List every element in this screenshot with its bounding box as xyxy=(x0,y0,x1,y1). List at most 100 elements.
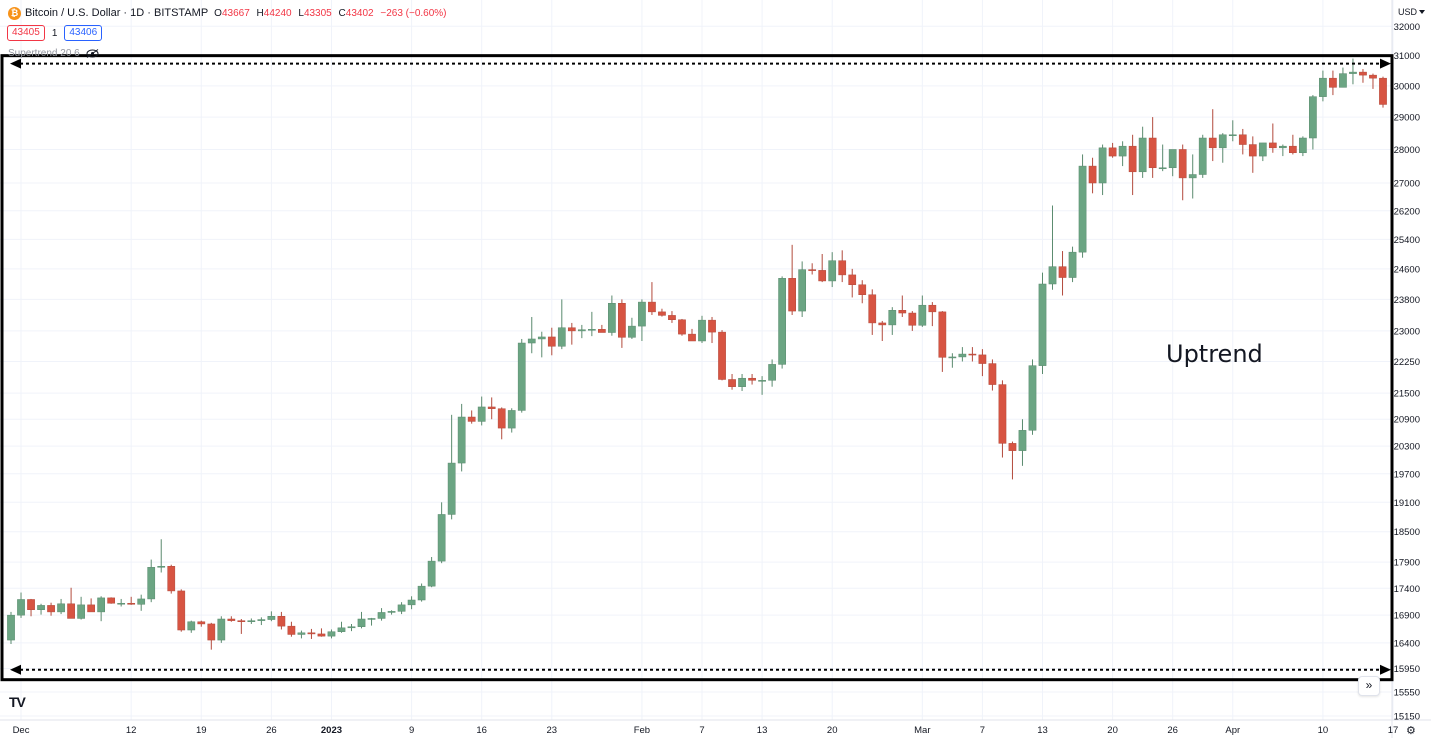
candle-body xyxy=(878,322,887,326)
candle-body xyxy=(537,336,546,340)
time-tick-label: 7 xyxy=(699,725,704,736)
candle-body xyxy=(167,566,176,592)
candle-body xyxy=(978,354,987,364)
price-tick-label: 15550 xyxy=(1394,687,1420,698)
candle-body xyxy=(1058,266,1067,278)
symbol-title[interactable]: Bitcoin / U.S. Dollar · 1D · BITSTAMP xyxy=(25,7,209,19)
candle-body xyxy=(247,620,256,622)
candle-body xyxy=(1258,142,1267,157)
candle-body xyxy=(908,312,917,326)
candle-body xyxy=(1339,73,1347,88)
candle-body xyxy=(968,353,977,356)
price-tick-label: 25400 xyxy=(1394,235,1420,246)
candle-body xyxy=(808,269,817,271)
candle-body xyxy=(918,304,927,326)
candle-body xyxy=(47,605,55,613)
indicator-name[interactable]: Supertrend 20 6 xyxy=(8,48,80,59)
time-tick-label: Feb xyxy=(634,725,650,736)
time-tick-label: 13 xyxy=(1037,725,1048,736)
candle-body xyxy=(1319,77,1327,97)
indicator-legend[interactable]: Supertrend 20 6 xyxy=(8,48,99,59)
candle-body xyxy=(67,603,75,619)
bitcoin-icon: ₿ xyxy=(8,6,21,20)
candle-body xyxy=(1068,251,1077,278)
hidden-eye-icon[interactable] xyxy=(86,49,99,58)
high-value: 44240 xyxy=(263,7,292,19)
time-tick-label: 20 xyxy=(1107,725,1118,736)
candle-body xyxy=(277,616,286,627)
candle-body xyxy=(698,319,706,342)
candle-body xyxy=(1128,145,1137,173)
candle-body xyxy=(457,416,466,464)
candle-body xyxy=(117,602,126,605)
price-tick-label: 20300 xyxy=(1394,442,1420,453)
bid-ask-row: 43405 1 43406 xyxy=(7,25,103,41)
ohlc-values: O43667 H44240 L43305 C43402 −263 (−0.60%… xyxy=(214,8,450,19)
price-tick-label: 15950 xyxy=(1394,664,1420,675)
candle-body xyxy=(1208,137,1217,149)
gear-icon[interactable]: ⚙ xyxy=(1406,725,1416,737)
arrow-right-icon xyxy=(1380,664,1391,675)
time-tick-label: 2023 xyxy=(321,725,342,736)
sell-price-button[interactable]: 43405 xyxy=(7,25,45,41)
buy-price-button[interactable]: 43406 xyxy=(64,25,103,41)
price-axis[interactable]: 32000 31000 30000 29000 28000 27000 26200 25400… xyxy=(1394,22,1420,723)
candle-body xyxy=(207,623,216,641)
candle-body xyxy=(257,619,266,621)
price-tick-label: 26200 xyxy=(1394,206,1420,217)
candle-body xyxy=(447,462,456,515)
candle-body xyxy=(1008,443,1017,451)
candle-body xyxy=(1198,137,1207,175)
time-tick-label: 20 xyxy=(827,725,838,736)
candle-body xyxy=(417,585,426,601)
candle-body xyxy=(427,560,436,587)
uptrend-annotation: Uptrend xyxy=(1166,340,1263,368)
price-tick-label: 30000 xyxy=(1394,81,1420,92)
low-label: L xyxy=(298,7,304,19)
price-tick-label: 19100 xyxy=(1394,498,1420,509)
tradingview-logo-icon[interactable]: TV xyxy=(9,694,26,710)
candle-body xyxy=(898,310,907,314)
candle-body xyxy=(828,260,837,282)
time-tick-label: Dec xyxy=(13,725,30,736)
candle-body xyxy=(848,274,857,286)
candle-body xyxy=(988,363,997,385)
candle-body xyxy=(1148,137,1157,169)
currency-selector[interactable]: USD xyxy=(1397,7,1426,17)
price-tick-label: 23800 xyxy=(1394,295,1420,306)
candle-body xyxy=(1248,144,1257,157)
time-tick-label: 10 xyxy=(1318,725,1329,736)
candle-body xyxy=(1088,165,1097,184)
candle-body xyxy=(668,315,676,320)
candle-body xyxy=(1379,77,1387,105)
time-axis[interactable]: Dec 12 19 26 2023 9 16 23 Feb 7 13 20 Mar 7 13 20 26 Apr 1… xyxy=(13,725,1399,736)
candle-body xyxy=(1309,96,1317,139)
candle-body xyxy=(838,260,847,276)
candle-body xyxy=(7,614,15,641)
candle-body xyxy=(1349,71,1357,74)
time-tick-label: Mar xyxy=(914,725,930,736)
candle-body xyxy=(818,270,827,282)
candle-body xyxy=(1278,145,1287,149)
price-tick-label: 20900 xyxy=(1394,415,1420,426)
candle-body xyxy=(618,303,626,338)
price-tick-label: 28000 xyxy=(1394,145,1420,156)
price-tick-label: 27000 xyxy=(1394,179,1420,190)
candle-body xyxy=(157,566,166,568)
scroll-to-realtime-button[interactable]: » xyxy=(1358,676,1380,696)
candle-body xyxy=(1178,149,1187,179)
candle-body xyxy=(778,278,786,365)
candle-body xyxy=(928,304,937,313)
candle-body xyxy=(487,406,496,409)
price-tick-label: 16900 xyxy=(1394,611,1420,622)
candle-body xyxy=(317,633,326,637)
price-tick-label: 21500 xyxy=(1394,389,1420,400)
candle-body xyxy=(507,410,516,429)
candle-body xyxy=(127,602,136,605)
candle-body xyxy=(1188,174,1197,179)
candle-body xyxy=(1329,77,1337,88)
candle-body xyxy=(57,603,65,613)
candle-body xyxy=(177,590,186,631)
candle-body xyxy=(728,379,736,387)
